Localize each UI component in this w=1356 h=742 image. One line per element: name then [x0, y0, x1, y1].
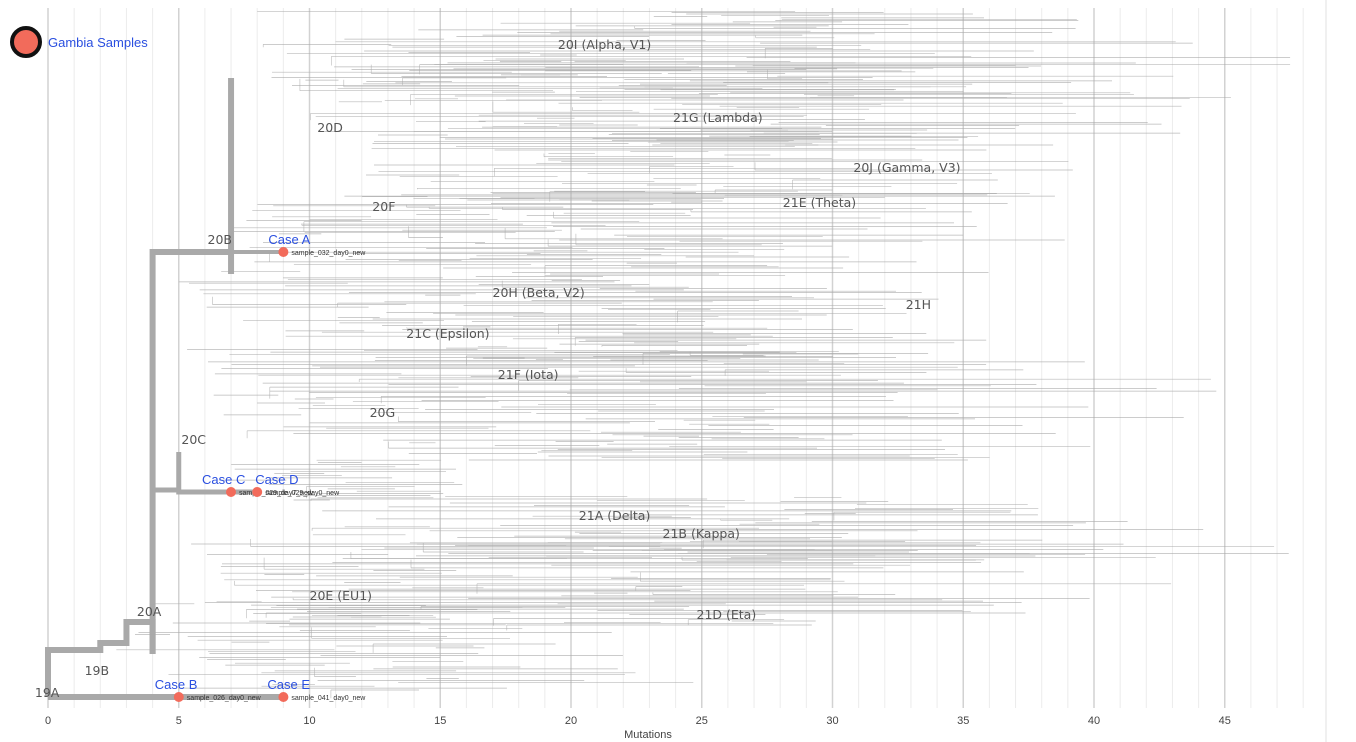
sample-label: sample_029_day0_new: [265, 490, 340, 497]
clade-label: 20C: [181, 432, 206, 447]
clade-label: 21G (Lambda): [673, 110, 763, 125]
sample-point: [173, 692, 184, 702]
grid-lines: [47, 0, 1327, 742]
clade-label: 20A: [137, 604, 162, 619]
tree-branches: [45, 10, 1291, 700]
clade-label: 21F (Iota): [498, 367, 559, 382]
sample-label: sample_029_day7_new: [239, 490, 314, 497]
branch-20A-backbone: [149, 249, 232, 654]
clade-label: 21D (Eta): [697, 607, 757, 622]
case-label: Case C: [202, 472, 245, 487]
branch-20C: [152, 452, 258, 495]
sample-point: [278, 692, 289, 702]
branch-root: [45, 619, 156, 697]
clade-label: 20H (Beta, V2): [493, 285, 585, 300]
clade-label: 21B (Kappa): [663, 526, 740, 541]
legend-marker: [10, 26, 42, 58]
clade-label: 20G: [370, 405, 396, 420]
x-axis-title: Mutations: [624, 729, 672, 741]
clade-label: 20E (EU1): [310, 588, 373, 603]
x-tick-label: 10: [303, 715, 315, 727]
clade-label: 21A (Delta): [579, 508, 651, 523]
clade-label: 21H: [906, 297, 931, 312]
x-tick-label: 20: [565, 715, 577, 727]
clade-label: 20J (Gamma, V3): [853, 160, 960, 175]
x-axis-ticks: 0 5 10 15 20 25 30 35 40 45: [45, 715, 1231, 727]
sample-markers: Case A sample_032_day0_new Case B sample_02…: [155, 232, 366, 702]
sample-label: sample_026_day0_new: [187, 695, 262, 702]
clade-label: 21E (Theta): [783, 195, 856, 210]
sample-label: sample_032_day0_new: [291, 250, 366, 257]
clade-label: 19B: [85, 663, 109, 678]
sample-label: sample_041_day0_new: [291, 695, 366, 702]
case-label: Case D: [255, 472, 298, 487]
clade-label: 20D: [317, 120, 343, 135]
clade-label: 20I (Alpha, V1): [558, 37, 651, 52]
x-tick-label: 45: [1219, 715, 1231, 727]
clade-label: 19A: [35, 685, 60, 700]
clade-labels: 19A 19B 20A 20B 20C 20D 20F 20I (Alpha, V1) 21G …: [35, 37, 961, 700]
x-tick-label: 15: [434, 715, 446, 727]
x-tick-label: 0: [45, 715, 51, 727]
clade-label: 21C (Epsilon): [406, 326, 489, 341]
legend-label: Gambia Samples: [48, 34, 148, 50]
x-tick-label: 30: [826, 715, 838, 727]
case-label: Case E: [267, 677, 310, 692]
case-label: Case B: [155, 677, 198, 692]
x-tick-label: 35: [957, 715, 969, 727]
case-label: Case A: [268, 232, 310, 247]
x-tick-label: 25: [696, 715, 708, 727]
legend[interactable]: Gambia Samples: [10, 26, 148, 58]
clade-label: 20F: [372, 199, 395, 214]
clade-label: 20B: [208, 232, 232, 247]
sample-point: [252, 487, 263, 497]
x-tick-label: 5: [176, 715, 182, 727]
sample-point: [226, 487, 236, 497]
sample-point: [278, 247, 289, 257]
x-tick-label: 40: [1088, 715, 1100, 727]
